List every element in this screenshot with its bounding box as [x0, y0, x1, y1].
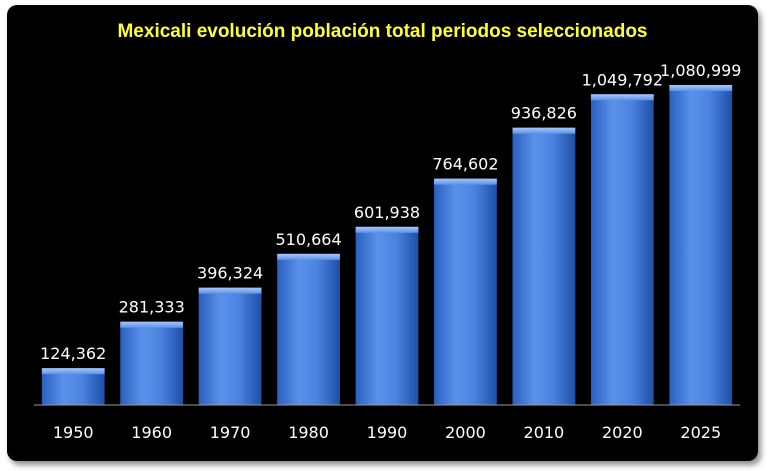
bar-cap-1990: [355, 226, 419, 233]
bar-cap-2025: [669, 85, 733, 92]
bar-1980: [277, 253, 340, 405]
data-labels-group: 124,362 281,333 396,324 510,664 601,938 764,6…: [40, 61, 741, 363]
data-label-1950: 124,362: [40, 344, 106, 363]
data-label-2020: 1,049,792: [582, 70, 663, 89]
bar-2000: [434, 178, 497, 405]
data-label-2025: 1,080,999: [660, 61, 741, 80]
bar-2010: [512, 127, 576, 406]
bar-cap-2000: [434, 178, 497, 185]
bar-chart: 124,362 281,333 396,324 510,664 601,938 764,6…: [34, 61, 741, 442]
x-tick-label-2010: 2010: [524, 423, 565, 442]
x-tick-label-1980: 1980: [288, 423, 329, 442]
bars-group: [41, 85, 733, 406]
bar-2020: [590, 94, 654, 405]
bar-cap-1970: [198, 287, 262, 294]
bar-1950: [41, 368, 105, 405]
x-tick-label-1970: 1970: [210, 423, 251, 442]
data-label-1960: 281,333: [119, 298, 185, 317]
x-tick-label-1990: 1990: [367, 423, 408, 442]
bar-cap-1960: [120, 321, 184, 328]
bar-cap-1950: [41, 368, 105, 375]
x-tick-label-2020: 2020: [602, 423, 643, 442]
x-tick-labels-group: 1950 1960 1970 1980 1990 2000 2010 2020 2025: [53, 423, 721, 442]
x-tick-label-2000: 2000: [445, 423, 486, 442]
data-label-1990: 601,938: [354, 203, 420, 222]
bar-1960: [120, 321, 184, 405]
bar-cap-2010: [512, 127, 576, 134]
data-label-2000: 764,602: [432, 155, 498, 174]
chart-title: Mexicali evolución población total perio…: [117, 21, 648, 42]
chart-frame: Mexicali evolución población total perio…: [7, 5, 758, 461]
x-tick-label-2025: 2025: [680, 423, 721, 442]
bar-1970: [198, 287, 262, 405]
bar-cap-1980: [277, 253, 340, 260]
bar-2025: [669, 85, 733, 406]
x-tick-label-1950: 1950: [53, 423, 94, 442]
data-label-1970: 396,324: [197, 264, 263, 283]
x-tick-label-1960: 1960: [131, 423, 172, 442]
bar-1990: [355, 226, 419, 405]
bar-cap-2020: [590, 94, 654, 101]
data-label-2010: 936,826: [511, 104, 577, 123]
data-label-1980: 510,664: [275, 230, 341, 249]
